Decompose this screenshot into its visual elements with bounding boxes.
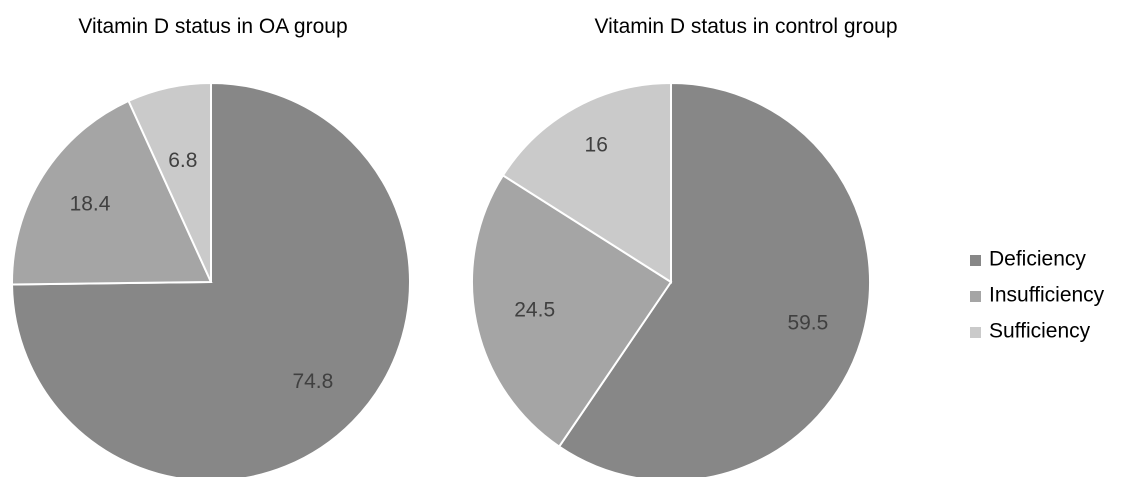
data-label-deficiency: 59.5 <box>787 312 828 335</box>
data-label-sufficiency: 6.8 <box>168 149 197 172</box>
pie-chart-oa-group: Vitamin D status in OA group 74.8 18.4 6.8 <box>11 15 411 482</box>
pie-slices-oa-group <box>11 81 411 482</box>
pie-slices-control-group <box>471 81 871 482</box>
data-label-insufficiency: 18.4 <box>70 193 111 216</box>
data-label-sufficiency: 16 <box>585 134 608 157</box>
chart-title-control-group: Vitamin D status in control group <box>594 15 897 38</box>
chart-title-oa-group: Vitamin D status in OA group <box>78 15 347 38</box>
pie-slice-sufficiency <box>127 81 212 283</box>
pie-slice-sufficiency <box>501 81 672 284</box>
data-label-deficiency: 74.8 <box>292 370 333 393</box>
legend-swatch-insufficiency <box>970 291 981 302</box>
legend-swatch-deficiency <box>970 255 981 266</box>
pie-labels-oa-group: 74.8 18.4 6.8 <box>70 149 334 393</box>
legend-swatch-sufficiency <box>970 327 981 338</box>
legend-label-insufficiency: Insufficiency <box>989 284 1105 307</box>
pie-slice-insufficiency <box>471 173 673 448</box>
pie-slice-insufficiency <box>11 99 213 286</box>
legend-label-sufficiency: Sufficiency <box>989 320 1091 343</box>
pie-labels-control-group: 59.5 24.5 16 <box>514 134 828 335</box>
data-label-insufficiency: 24.5 <box>514 299 555 322</box>
legend-label-deficiency: Deficiency <box>989 248 1086 271</box>
legend: Deficiency Insufficiency Sufficiency <box>970 248 1105 343</box>
pie-chart-control-group: Vitamin D status in control group 59.5 24… <box>471 15 898 482</box>
